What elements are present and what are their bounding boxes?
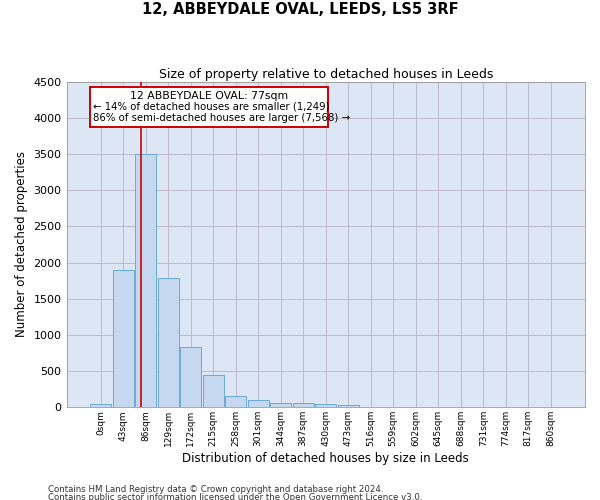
Text: Contains HM Land Registry data © Crown copyright and database right 2024.: Contains HM Land Registry data © Crown c… xyxy=(48,486,383,494)
Bar xyxy=(135,154,157,407)
Bar xyxy=(90,404,112,407)
Text: ← 14% of detached houses are smaller (1,249): ← 14% of detached houses are smaller (1,… xyxy=(94,101,330,111)
Bar xyxy=(158,278,179,407)
Text: 12, ABBEYDALE OVAL, LEEDS, LS5 3RF: 12, ABBEYDALE OVAL, LEEDS, LS5 3RF xyxy=(142,2,458,18)
Bar xyxy=(203,374,224,408)
Bar xyxy=(293,404,314,407)
Bar xyxy=(270,403,292,407)
Text: 12 ABBEYDALE OVAL: 77sqm: 12 ABBEYDALE OVAL: 77sqm xyxy=(130,91,288,101)
Title: Size of property relative to detached houses in Leeds: Size of property relative to detached ho… xyxy=(158,68,493,80)
Text: Contains public sector information licensed under the Open Government Licence v3: Contains public sector information licen… xyxy=(48,492,422,500)
Bar xyxy=(338,405,359,407)
X-axis label: Distribution of detached houses by size in Leeds: Distribution of detached houses by size … xyxy=(182,452,469,465)
FancyBboxPatch shape xyxy=(90,86,328,128)
Bar xyxy=(225,396,247,407)
Text: 86% of semi-detached houses are larger (7,568) →: 86% of semi-detached houses are larger (… xyxy=(94,113,350,123)
Bar xyxy=(248,400,269,407)
Bar xyxy=(180,346,202,408)
Bar xyxy=(315,404,337,407)
Bar xyxy=(113,270,134,407)
Y-axis label: Number of detached properties: Number of detached properties xyxy=(15,152,28,338)
